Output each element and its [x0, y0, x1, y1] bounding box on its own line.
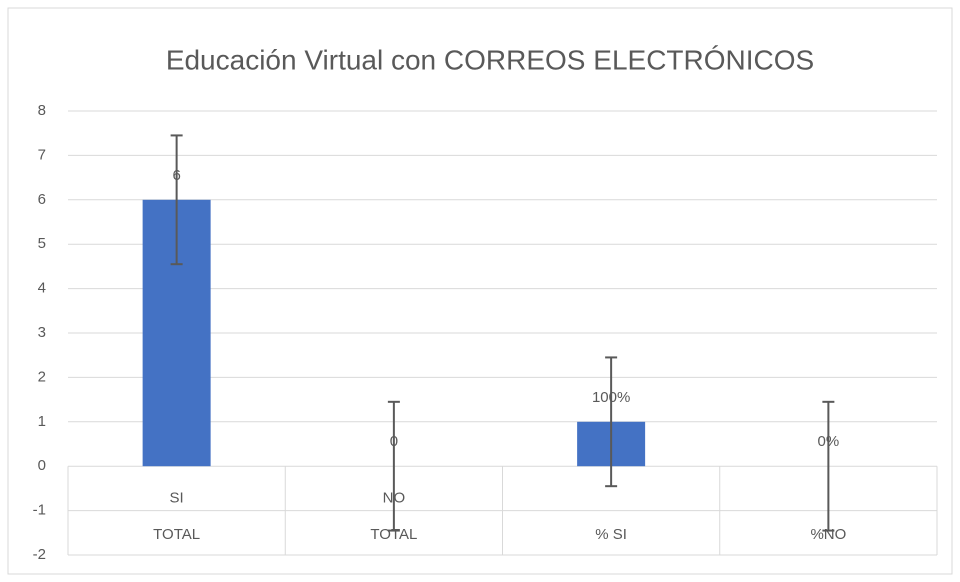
x-group-label: % SI: [595, 526, 627, 543]
data-label: 6: [172, 167, 180, 184]
y-tick-label: 2: [38, 368, 46, 385]
x-group-label: %NO: [810, 526, 846, 543]
y-tick-label: 3: [38, 324, 46, 341]
data-label: 100%: [592, 389, 630, 406]
x-group-label: TOTAL: [153, 526, 200, 543]
data-label: 0%: [818, 433, 840, 450]
y-tick-label: 5: [38, 235, 46, 252]
y-tick-label: -2: [33, 546, 46, 563]
x-tick-label: SI: [170, 489, 184, 506]
data-label: 0: [390, 433, 398, 450]
y-tick-label: 4: [38, 280, 46, 297]
y-tick-label: -1: [33, 502, 46, 519]
y-tick-label: 7: [38, 146, 46, 163]
chart-title: Educación Virtual con CORREOS ELECTRÓNIC…: [166, 44, 814, 75]
x-group-label: TOTAL: [370, 526, 417, 543]
y-tick-label: 1: [38, 413, 46, 430]
y-tick-label: 6: [38, 191, 46, 208]
y-tick-label: 8: [38, 102, 46, 119]
y-tick-label: 0: [38, 457, 46, 474]
